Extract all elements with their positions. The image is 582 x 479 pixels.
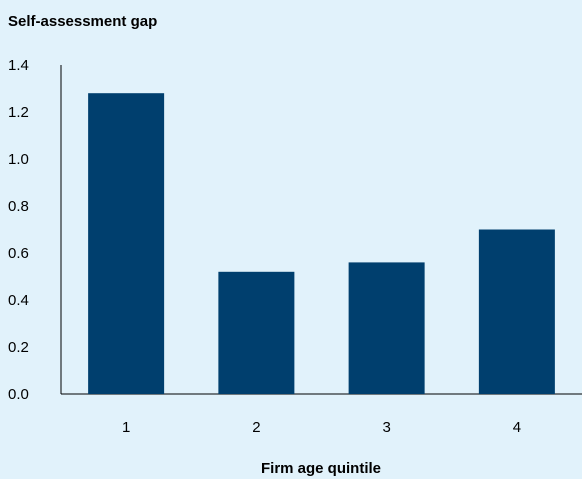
x-tick-label: 2 xyxy=(252,419,260,436)
bar-quintile-3 xyxy=(348,262,425,394)
y-tick-label: 0.4 xyxy=(8,292,29,309)
bar-quintile-1 xyxy=(88,93,165,394)
x-tick-label: 4 xyxy=(513,419,521,436)
y-tick-label: 0.2 xyxy=(8,339,29,356)
bars-group xyxy=(88,93,555,394)
y-axis-label: Self-assessment gap xyxy=(8,13,157,30)
x-tick-label: 1 xyxy=(122,419,130,436)
x-axis-label: Firm age quintile xyxy=(261,460,381,477)
y-tick-label: 1.2 xyxy=(8,104,29,121)
x-axis-ticks: 1 2 3 4 xyxy=(122,419,521,436)
y-tick-label: 1.0 xyxy=(8,151,29,168)
bar-quintile-4 xyxy=(478,229,555,394)
bar-quintile-2 xyxy=(218,271,295,394)
y-axis-ticks: 0.0 0.2 0.4 0.6 0.8 1.0 1.2 1.4 xyxy=(8,57,29,403)
y-tick-label: 0.6 xyxy=(8,245,29,262)
y-tick-label: 0.0 xyxy=(8,386,29,403)
y-tick-label: 1.4 xyxy=(8,57,29,74)
x-tick-label: 3 xyxy=(382,419,390,436)
y-tick-label: 0.8 xyxy=(8,198,29,215)
